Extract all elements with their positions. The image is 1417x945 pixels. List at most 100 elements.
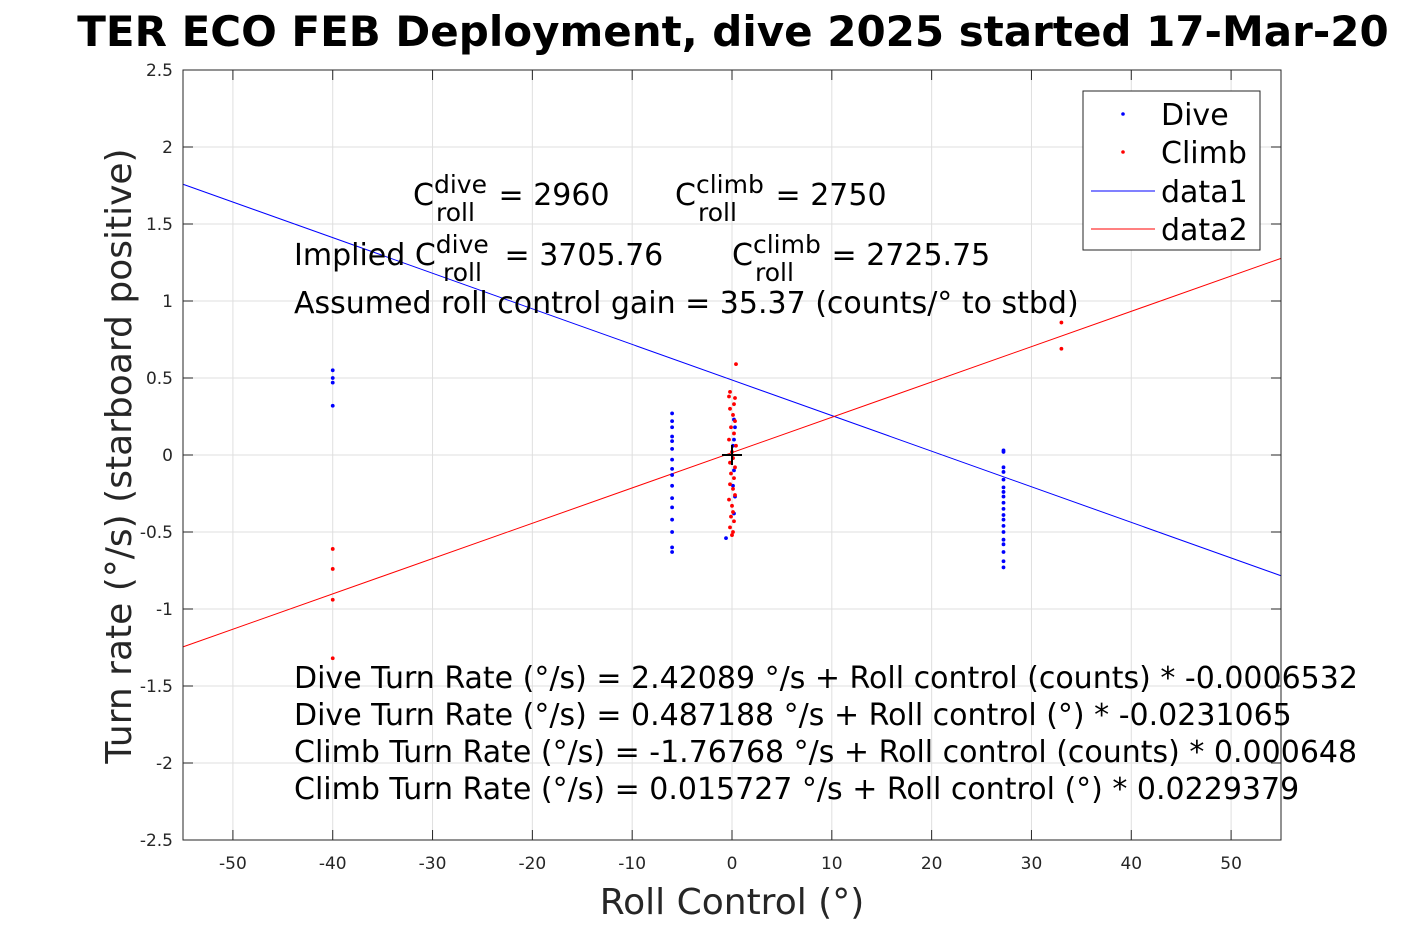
data-point-climb	[728, 525, 732, 530]
data-point-climb	[731, 510, 735, 514]
data-point-climb	[731, 486, 735, 491]
x-tick-label: 50	[1220, 854, 1242, 874]
data-point-climb	[733, 396, 737, 400]
data-point-dive	[1001, 537, 1006, 542]
data-point-dive	[1001, 485, 1006, 490]
y-tick-label: -2.5	[140, 831, 173, 851]
data-point-climb	[732, 519, 736, 524]
y-tick-label: 2.5	[146, 61, 173, 81]
equation-dive-counts: Dive Turn Rate (°/s) = 2.42089 °/s + Rol…	[294, 661, 1358, 696]
data-point-dive	[330, 376, 335, 380]
c-dive-annotation: Cdive roll = 2960	[413, 170, 610, 227]
x-tick-label: 20	[921, 854, 943, 874]
data-point-climb	[728, 460, 732, 465]
data-point-climb	[733, 465, 737, 470]
implied-climb-annotation: Cclimb roll = 2725.75	[732, 230, 990, 287]
x-tick-label: -30	[419, 854, 447, 874]
legend-label-data2: data2	[1161, 213, 1248, 248]
chart-title: TER ECO FEB Deployment, dive 2025 starte…	[77, 7, 1388, 56]
data-point-dive	[1001, 465, 1006, 470]
data-point-dive	[1001, 500, 1006, 505]
data-point-dive	[1001, 490, 1006, 494]
legend-label-dive: Dive	[1161, 98, 1229, 133]
data-point-climb	[727, 497, 731, 502]
data-point-climb	[330, 656, 335, 661]
data-point-dive	[1001, 494, 1006, 499]
data-point-climb	[731, 413, 735, 417]
legend-label-climb: Climb	[1161, 136, 1247, 171]
data-point-dive	[1001, 550, 1006, 554]
data-point-dive	[1001, 450, 1006, 454]
origin-marker	[722, 445, 742, 465]
data-point-dive	[1001, 542, 1006, 547]
legend-marker-climb	[1121, 150, 1125, 154]
data-point-climb	[727, 437, 731, 442]
data-point-climb	[728, 389, 732, 394]
data-point-dive	[670, 425, 675, 430]
data-point-dive	[724, 536, 728, 541]
data-point-climb	[734, 443, 738, 448]
y-tick-label: 1.5	[146, 215, 173, 235]
data-point-dive	[1001, 530, 1006, 534]
c-climb-annotation: Cclimb roll = 2750	[675, 170, 887, 227]
data-point-climb	[731, 530, 735, 534]
data-point-dive	[670, 446, 675, 451]
y-tick-label: 0	[162, 446, 173, 466]
x-tick-label: 30	[1021, 854, 1043, 874]
data-point-dive	[1001, 513, 1006, 517]
annotation-coefficients: Cdive roll = 2960 Cclimb roll = 2750 Impli…	[294, 170, 1079, 321]
data-point-dive	[731, 483, 735, 488]
data-point-dive	[732, 468, 736, 473]
data-point-dive	[670, 530, 675, 534]
data-point-dive	[1001, 523, 1006, 528]
data-point-climb	[733, 493, 737, 497]
x-tick-label: -40	[319, 854, 347, 874]
data-point-climb	[732, 402, 736, 407]
x-tick-label: 40	[1120, 854, 1142, 874]
annotation-equations: Dive Turn Rate (°/s) = 2.42089 °/s + Rol…	[294, 661, 1358, 807]
data-point-climb	[733, 419, 737, 424]
data-point-dive	[1001, 507, 1006, 511]
x-tick-label: -10	[618, 854, 646, 874]
data-point-dive	[330, 403, 335, 408]
x-tick-label: 0	[727, 854, 738, 874]
data-point-climb	[1059, 320, 1064, 325]
data-point-dive	[1001, 470, 1006, 474]
gain-annotation: Assumed roll control gain = 35.37 (count…	[294, 286, 1079, 321]
legend: Dive Climb data1 data2	[1082, 90, 1261, 251]
data-point-climb	[330, 597, 335, 602]
data-point-dive	[670, 439, 675, 444]
data-point-climb	[330, 567, 335, 571]
data-point-dive	[732, 437, 736, 442]
legend-marker-dive	[1121, 112, 1125, 116]
data-point-climb	[729, 425, 733, 430]
data-point-dive	[1001, 565, 1006, 570]
data-point-climb	[730, 533, 734, 537]
data-point-climb	[734, 362, 738, 367]
y-tick-label: 0.5	[146, 369, 173, 389]
data-point-dive	[670, 496, 675, 501]
x-tick-label: -50	[219, 854, 247, 874]
data-point-dive	[670, 517, 675, 522]
data-point-dive	[670, 457, 675, 462]
data-point-dive	[1001, 517, 1006, 522]
axis-ticks: -50 -40 -30 -20 -10 0 10 20 30 40 50 2.5 2 1.5 1 0.5 0 -0…	[140, 61, 1281, 874]
data-point-dive	[670, 473, 675, 477]
data-point-dive	[1001, 559, 1006, 564]
implied-dive-annotation: Implied Cdive roll = 3705.76	[294, 230, 663, 287]
data-point-dive	[670, 434, 675, 439]
data-point-dive	[670, 483, 675, 488]
data-point-dive	[670, 411, 675, 416]
y-tick-label: -0.5	[140, 523, 173, 543]
data-point-climb	[730, 503, 734, 508]
data-point-climb	[728, 482, 732, 487]
data-point-climb	[728, 406, 732, 411]
x-tick-label: 10	[821, 854, 843, 874]
data-point-dive	[330, 368, 335, 373]
data-point-climb	[330, 547, 335, 551]
x-axis-label: Roll Control (°)	[600, 882, 865, 923]
data-point-climb	[1059, 346, 1064, 351]
data-point-climb	[732, 431, 736, 436]
data-point-climb	[727, 394, 731, 399]
